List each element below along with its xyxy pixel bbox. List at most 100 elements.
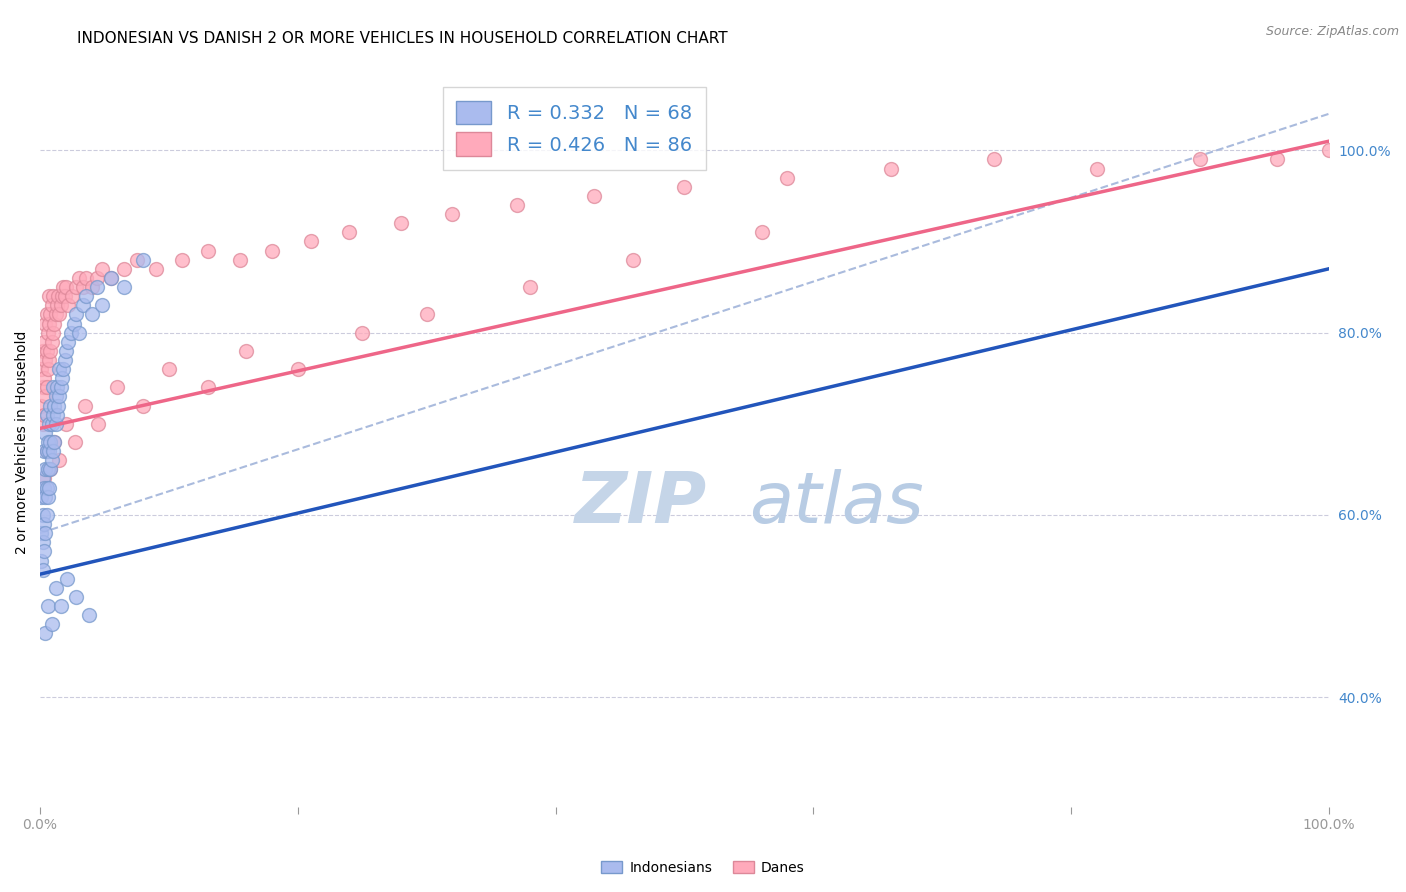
Y-axis label: 2 or more Vehicles in Household: 2 or more Vehicles in Household [15,330,30,554]
Point [415,307,437,321]
Point [112,280,135,294]
Point [229,252,252,267]
Point [67,326,90,340]
Point [45,307,67,321]
Point [519,280,541,294]
Point [1085,161,1108,176]
Point [65,280,87,294]
Text: ZIP: ZIP [575,469,707,539]
Point [32,408,55,422]
Point [621,252,644,267]
Point [55,343,77,358]
Point [65,590,87,604]
Point [37,599,59,613]
Point [62,317,84,331]
Point [55,280,77,294]
Point [100,271,122,285]
Point [389,216,412,230]
Point [35,481,58,495]
Point [87,417,110,431]
Point [34,389,56,403]
Point [72,298,94,312]
Legend: R = 0.332   N = 68, R = 0.426   N = 86: R = 0.332 N = 68, R = 0.426 N = 86 [443,87,706,169]
Point [53,289,76,303]
Point [30,399,52,413]
Point [55,417,77,431]
Point [39,435,62,450]
Point [39,343,62,358]
Point [72,280,94,294]
Point [1317,144,1340,158]
Point [879,161,901,176]
Point [41,298,63,312]
Point [51,371,73,385]
Point [91,261,114,276]
Point [32,471,55,485]
Point [58,334,80,349]
Point [77,608,100,623]
Point [34,425,56,440]
Point [132,399,155,413]
Point [44,399,66,413]
Point [39,462,62,476]
Point [157,362,180,376]
Point [65,307,87,321]
Point [107,380,129,394]
Point [31,508,53,522]
Point [32,516,55,531]
Point [76,289,98,303]
Point [1265,153,1288,167]
Point [31,380,53,394]
Point [506,198,529,212]
Point [42,444,65,458]
Point [37,362,59,376]
Point [337,226,360,240]
Point [52,280,75,294]
Point [48,362,70,376]
Point [45,417,67,431]
Point [30,526,52,541]
Point [41,453,63,467]
Point [45,298,67,312]
Point [52,362,75,376]
Point [34,317,56,331]
Point [44,317,66,331]
Point [145,261,167,276]
Point [197,380,219,394]
Point [30,362,52,376]
Point [35,444,58,458]
Point [35,343,58,358]
Legend: Indonesians, Danes: Indonesians, Danes [596,855,810,880]
Point [235,343,257,358]
Point [63,435,86,450]
Point [48,453,70,467]
Point [1188,153,1211,167]
Point [75,399,97,413]
Point [197,244,219,258]
Point [352,326,374,340]
Point [42,326,65,340]
Point [983,153,1005,167]
Point [38,481,60,495]
Point [170,252,193,267]
Point [41,417,63,431]
Point [45,380,67,394]
Point [49,298,72,312]
Point [34,353,56,368]
Point [32,544,55,558]
Point [31,563,53,577]
Point [80,307,103,321]
Point [48,389,70,403]
Point [44,435,66,450]
Point [441,207,464,221]
Point [48,307,70,321]
Point [260,244,283,258]
Point [38,317,60,331]
Point [776,170,799,185]
Point [30,490,52,504]
Point [45,581,67,595]
Point [287,362,309,376]
Point [38,353,60,368]
Point [673,179,696,194]
Point [46,289,69,303]
